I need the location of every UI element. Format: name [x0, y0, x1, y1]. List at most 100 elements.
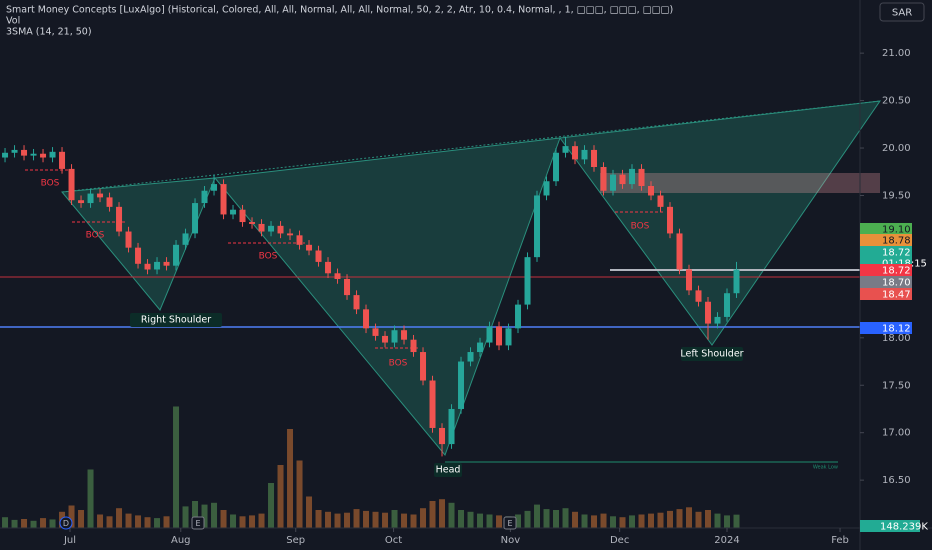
- event-icon[interactable]: [503, 516, 517, 530]
- y-tick-label: 20.50: [882, 96, 911, 107]
- volume-bar: [21, 519, 28, 528]
- volume-bar: [372, 511, 379, 528]
- event-icon[interactable]: [191, 516, 205, 530]
- volume-bar: [496, 515, 503, 528]
- candle-body: [410, 339, 417, 353]
- volume-bar: [477, 513, 484, 528]
- candle-body: [30, 153, 37, 156]
- y-tick-label: 21.00: [882, 48, 911, 59]
- volume-bar: [49, 519, 56, 528]
- candle-body: [448, 408, 455, 445]
- volume-bar: [258, 513, 265, 528]
- currency-label[interactable]: SAR: [892, 8, 912, 19]
- candle-body: [49, 151, 56, 158]
- volume-bar: [11, 519, 18, 528]
- candle-body: [553, 152, 560, 182]
- event-icon[interactable]: [59, 516, 73, 530]
- volume-bar: [78, 510, 85, 528]
- candle-body: [581, 149, 588, 160]
- volume-bar: [420, 508, 427, 528]
- volume-bar: [676, 509, 683, 528]
- price-label: 18.47: [882, 290, 911, 301]
- pattern-label-bg: [434, 463, 462, 477]
- volume-label: 148.239K: [880, 522, 928, 533]
- pattern-label: Head: [436, 465, 461, 476]
- currency-button[interactable]: [879, 2, 925, 22]
- price-label-bg: [860, 234, 912, 246]
- volume-bar: [306, 496, 313, 528]
- candle-body: [724, 293, 731, 317]
- candle-body: [125, 231, 132, 248]
- volume-bar: [401, 513, 408, 528]
- supply-zone: [600, 173, 880, 193]
- y-tick-label: 20.00: [882, 143, 911, 154]
- candle-body: [534, 195, 541, 258]
- candle-body: [391, 330, 398, 343]
- volume-bar: [534, 504, 541, 528]
- volume-bar: [572, 511, 579, 528]
- candle-body: [296, 235, 303, 245]
- candle-body: [40, 153, 47, 158]
- volume-bar: [154, 518, 161, 528]
- event-icon-label[interactable]: D: [63, 519, 69, 528]
- volume-bar: [296, 460, 303, 528]
- volume-bar: [163, 516, 170, 528]
- candle-body: [486, 326, 493, 343]
- volume-bar: [201, 504, 208, 528]
- volume-bar: [249, 515, 256, 528]
- volume-bar: [220, 510, 227, 528]
- candle-body: [106, 197, 113, 207]
- candle-body: [220, 184, 227, 215]
- candle-body: [714, 316, 721, 324]
- pattern-label: Right Shoulder: [141, 315, 211, 326]
- volume-bar: [657, 512, 664, 528]
- candle-body: [524, 257, 531, 305]
- price-label-bg: [860, 322, 912, 334]
- volume-bar: [543, 509, 550, 528]
- price-label-bg: [860, 288, 912, 300]
- volume-bar: [315, 510, 322, 528]
- candle-body: [239, 209, 246, 223]
- candle-body: [268, 225, 275, 232]
- y-tick-label: 19.50: [882, 190, 911, 201]
- volume-bar: [467, 511, 474, 528]
- label-layer: Smart Money Concepts [LuxAlgo] (Historic…: [6, 2, 928, 546]
- candle-body: [467, 352, 474, 362]
- neckline-top: [61, 100, 881, 193]
- volume-bar: [2, 517, 9, 528]
- candle-body: [163, 261, 170, 266]
- volume-bar: [439, 499, 446, 528]
- volume-bar: [591, 515, 598, 528]
- price-label-bg: [860, 223, 912, 235]
- candle-body: [505, 328, 512, 346]
- left-shoulder-triangle: [559, 100, 882, 346]
- legend-line: Smart Money Concepts [LuxAlgo] (Historic…: [6, 5, 673, 16]
- price-label: 18.78: [882, 236, 911, 247]
- pattern-label-bg: [130, 313, 222, 327]
- price-label-bg: [860, 246, 912, 258]
- candle-body: [306, 244, 313, 251]
- volume-bar: [562, 508, 569, 528]
- candle-body: [144, 263, 151, 270]
- candle-body: [429, 380, 436, 428]
- candle-body: [458, 361, 465, 409]
- candle-body: [477, 342, 484, 353]
- x-tick-label: Feb: [831, 535, 849, 546]
- event-icon-label[interactable]: E: [195, 519, 200, 528]
- volume-bar: [97, 514, 104, 528]
- y-tick-label: 16.50: [882, 475, 911, 486]
- event-icon-label[interactable]: E: [507, 519, 512, 528]
- candle-body: [667, 206, 674, 234]
- candle-body: [116, 206, 123, 232]
- volume-bar: [135, 515, 142, 528]
- candle-body: [59, 151, 66, 169]
- x-tick-label: Jul: [63, 535, 76, 546]
- candle-body: [382, 335, 389, 343]
- candle-body: [11, 149, 18, 153]
- candle-body: [676, 233, 683, 270]
- candle-body: [230, 209, 237, 215]
- volume-bar: [610, 516, 617, 528]
- volume-bar: [192, 501, 199, 528]
- bos-label: BOS: [86, 231, 105, 241]
